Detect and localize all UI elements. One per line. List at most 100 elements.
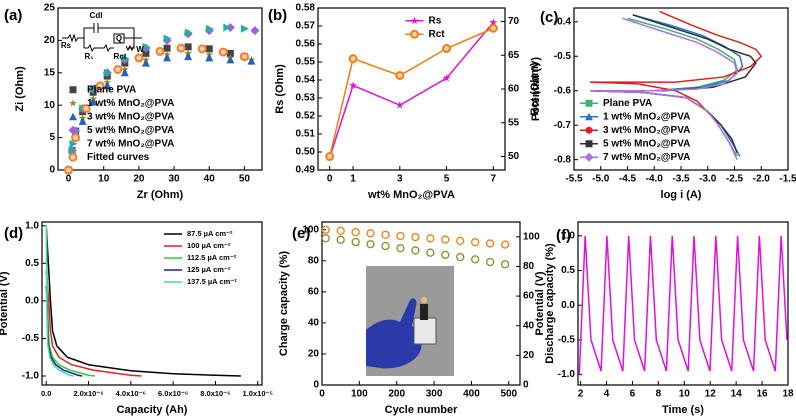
- x-tick-label: 2.0x10⁻⁶: [73, 389, 103, 398]
- x-tick-label: 6.0x10⁻⁶: [158, 389, 188, 398]
- x-tick-label: 4: [604, 389, 610, 400]
- marker: [89, 97, 98, 106]
- marker: [247, 57, 256, 65]
- plot-frame: [57, 7, 263, 171]
- legend-label: 7 wt% MnO₂@PVA: [87, 138, 174, 149]
- legend-label: 1 wt% MnO₂@PVA: [87, 98, 174, 109]
- marker: [95, 81, 105, 91]
- legend-label: 5 wt% MnO₂@PVA: [603, 138, 690, 149]
- marker: [381, 230, 390, 239]
- x-tick-label: 8.0x10⁻⁶: [200, 389, 230, 398]
- y-tick-label: 0.53: [296, 93, 316, 104]
- legend-marker: [69, 112, 77, 121]
- marker: [226, 49, 234, 57]
- marker: [471, 238, 480, 247]
- y2-tick-label: 40: [523, 320, 535, 331]
- legend-marker: [585, 112, 593, 121]
- marker: [471, 255, 480, 264]
- y-tick-label: -0.7: [554, 120, 572, 131]
- series-line: [328, 21, 494, 158]
- marker: [120, 68, 129, 77]
- panel-label: (e): [292, 225, 310, 242]
- y-tick-label: 0.55: [296, 57, 316, 68]
- marker: [184, 28, 193, 37]
- x-tick-label: 30: [169, 174, 181, 185]
- marker: [163, 34, 172, 43]
- marker: [426, 234, 435, 243]
- y2-tick-label: 65: [508, 50, 520, 61]
- marker: [184, 43, 192, 51]
- y-tick-label: 0: [49, 165, 55, 176]
- marker: [411, 232, 420, 242]
- x-tick-label: 200: [388, 389, 405, 400]
- y-tick-label: 0.5: [561, 265, 575, 276]
- x-axis-label: log i (A): [661, 189, 702, 201]
- y2-tick-label: 60: [523, 291, 535, 302]
- marker: [218, 47, 228, 57]
- marker: [381, 241, 390, 251]
- x-tick-label: 0: [66, 174, 72, 185]
- legend-label: 5 wt% MnO₂@PVA: [87, 125, 174, 136]
- inset-label: Cdl: [90, 11, 103, 20]
- series-line: [578, 235, 788, 375]
- marker: [321, 234, 330, 243]
- marker: [68, 146, 77, 155]
- y2-tick-label: 50: [508, 151, 520, 162]
- y-tick-label: 0.50: [296, 147, 316, 158]
- x-tick-label: 0.0: [41, 389, 51, 398]
- y2-axis-label: Discharge capacity (%): [544, 243, 556, 364]
- series-line: [45, 225, 74, 377]
- marker: [176, 43, 186, 53]
- y2-tick-label: 100: [523, 231, 540, 242]
- x-tick-label: 400: [463, 389, 480, 400]
- inset-label: R₁: [84, 52, 94, 61]
- legend-marker: [585, 99, 593, 107]
- marker: [366, 229, 375, 238]
- y-tick-label: 0.0: [25, 296, 39, 307]
- circuit-inset: [62, 23, 142, 53]
- y-tick-label: 20: [308, 349, 320, 360]
- x-tick-label: -1.5: [779, 174, 796, 185]
- marker: [348, 54, 358, 64]
- plot-frame: [577, 221, 789, 386]
- marker: [336, 226, 345, 235]
- marker: [239, 52, 249, 62]
- y-tick-label: -0.8: [554, 154, 572, 165]
- inset-label: Q: [116, 34, 122, 43]
- y-tick-label: 10: [44, 100, 56, 111]
- marker: [441, 250, 450, 260]
- x-tick-label: -3.5: [672, 174, 690, 185]
- marker: [81, 103, 91, 113]
- legend-label: Rs: [429, 15, 442, 26]
- marker: [442, 44, 452, 53]
- marker: [103, 81, 112, 90]
- inset-label: Rs: [61, 41, 72, 50]
- marker: [141, 59, 150, 67]
- x-tick-label: 18: [782, 389, 794, 400]
- y-tick-label: -1.0: [558, 369, 576, 380]
- legend-marker: [69, 99, 77, 107]
- legend-label: Rct: [429, 29, 446, 40]
- y-tick-label: 5: [49, 132, 55, 143]
- x-axis-label: Cycle number: [385, 404, 458, 416]
- marker: [155, 46, 165, 56]
- x-tick-label: 1: [350, 174, 356, 185]
- marker: [396, 244, 405, 253]
- y-tick-label: -0.5: [22, 333, 40, 344]
- marker: [197, 44, 207, 54]
- y-axis-label: Potential (V): [530, 57, 542, 122]
- y-tick-label: 0.0: [561, 300, 575, 311]
- x-tick-label: 20: [133, 174, 145, 185]
- marker: [205, 53, 214, 62]
- x-tick-label: 6: [630, 389, 636, 400]
- marker: [411, 246, 420, 255]
- x-tick-label: -2.5: [726, 174, 744, 185]
- legend-marker: [585, 140, 593, 148]
- marker: [442, 74, 451, 82]
- marker: [240, 24, 249, 33]
- series-line: [45, 270, 142, 377]
- y-tick-label: 1.0: [561, 231, 575, 242]
- marker: [78, 117, 87, 125]
- y-tick-label: 0.57: [296, 21, 316, 32]
- x-tick-label: -3.0: [699, 174, 717, 185]
